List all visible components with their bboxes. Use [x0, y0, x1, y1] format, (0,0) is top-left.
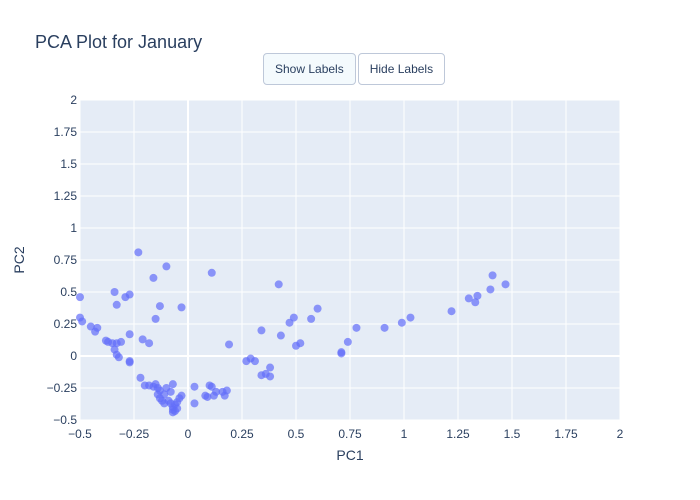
y-axis-title: PC2: [11, 246, 27, 273]
x-tick-label: 1.75: [554, 427, 578, 441]
data-point[interactable]: [397, 318, 406, 327]
x-tick-label: −0.25: [119, 427, 150, 441]
y-tick-label: 0.75: [54, 253, 78, 267]
data-point[interactable]: [160, 390, 169, 399]
hide-labels-button[interactable]: Hide Labels: [357, 53, 446, 85]
data-point[interactable]: [145, 339, 154, 348]
data-point[interactable]: [207, 268, 216, 277]
data-point[interactable]: [110, 288, 119, 296]
data-point[interactable]: [162, 262, 171, 271]
data-point[interactable]: [501, 280, 510, 289]
data-point[interactable]: [266, 372, 275, 381]
y-tick-label: 0.25: [54, 317, 78, 331]
data-point[interactable]: [173, 404, 182, 413]
x-tick-label: 2: [617, 427, 624, 441]
data-point[interactable]: [406, 313, 415, 322]
data-point[interactable]: [125, 358, 134, 367]
data-point[interactable]: [212, 387, 221, 396]
data-point[interactable]: [190, 399, 199, 408]
data-point[interactable]: [91, 327, 100, 336]
y-tick-label: 1.5: [60, 157, 77, 171]
data-point[interactable]: [352, 323, 361, 332]
data-point[interactable]: [447, 307, 456, 316]
x-tick-label: 1: [401, 427, 408, 441]
show-labels-button[interactable]: Show Labels: [263, 53, 356, 85]
data-point[interactable]: [473, 291, 482, 300]
data-point[interactable]: [307, 314, 316, 323]
label-toggle-buttons: Show Labels Hide Labels: [263, 53, 446, 85]
y-axis-ticks: −0.5 −0.25 0 0.25 0.5 0.75 1 1.25 1.5 1.75 2: [47, 93, 78, 427]
data-point[interactable]: [257, 326, 266, 335]
data-point[interactable]: [488, 271, 497, 280]
x-tick-label: 0.75: [338, 427, 362, 441]
data-point[interactable]: [274, 280, 283, 289]
x-axis-ticks: −0.5 −0.25 0 0.25 0.5 0.75 1 1.25 1.5 1.75 2: [68, 427, 624, 441]
data-point[interactable]: [313, 304, 322, 313]
y-tick-label: −0.25: [47, 381, 78, 395]
x-tick-label: 0: [185, 427, 192, 441]
y-tick-label: 2: [70, 93, 77, 107]
data-point[interactable]: [222, 386, 231, 395]
data-point[interactable]: [155, 302, 164, 311]
data-point[interactable]: [168, 380, 177, 389]
data-point[interactable]: [76, 293, 84, 302]
data-point[interactable]: [276, 331, 285, 340]
data-point[interactable]: [166, 387, 175, 396]
data-point[interactable]: [343, 337, 352, 346]
data-point[interactable]: [337, 348, 346, 357]
y-tick-label: 1: [70, 221, 77, 235]
x-axis-title: PC1: [336, 447, 363, 463]
data-point[interactable]: [190, 382, 199, 391]
data-point[interactable]: [125, 290, 134, 299]
data-point[interactable]: [177, 303, 186, 312]
x-tick-label: −0.5: [68, 427, 92, 441]
data-point[interactable]: [134, 248, 143, 257]
data-point[interactable]: [289, 313, 298, 322]
data-point[interactable]: [149, 273, 158, 282]
data-point[interactable]: [486, 285, 495, 294]
data-points: [76, 248, 510, 417]
y-tick-label: 0.5: [60, 285, 77, 299]
data-point[interactable]: [114, 353, 123, 362]
data-point[interactable]: [117, 337, 126, 346]
y-tick-label: 0: [70, 349, 77, 363]
data-point[interactable]: [464, 294, 473, 303]
data-point[interactable]: [250, 357, 259, 366]
data-point[interactable]: [203, 392, 212, 401]
x-tick-label: 0.5: [288, 427, 305, 441]
data-point[interactable]: [125, 330, 134, 339]
data-point[interactable]: [136, 373, 145, 382]
y-tick-label: 1.75: [54, 125, 78, 139]
y-tick-label: −0.5: [53, 413, 77, 427]
x-tick-label: 1.25: [446, 427, 470, 441]
data-point[interactable]: [266, 363, 275, 372]
data-point[interactable]: [112, 300, 121, 309]
data-point[interactable]: [225, 340, 234, 349]
data-point[interactable]: [151, 314, 160, 323]
x-tick-label: 1.5: [504, 427, 521, 441]
grid-lines: [79, 99, 621, 421]
data-point[interactable]: [138, 335, 147, 344]
data-point[interactable]: [471, 298, 480, 307]
zero-lines: [80, 100, 620, 420]
data-point[interactable]: [380, 323, 389, 332]
data-point[interactable]: [78, 317, 87, 326]
data-point[interactable]: [177, 391, 186, 400]
y-tick-label: 1.25: [54, 189, 78, 203]
chart-title: PCA Plot for January: [35, 32, 203, 52]
data-point[interactable]: [296, 339, 305, 348]
x-tick-label: 0.25: [230, 427, 254, 441]
